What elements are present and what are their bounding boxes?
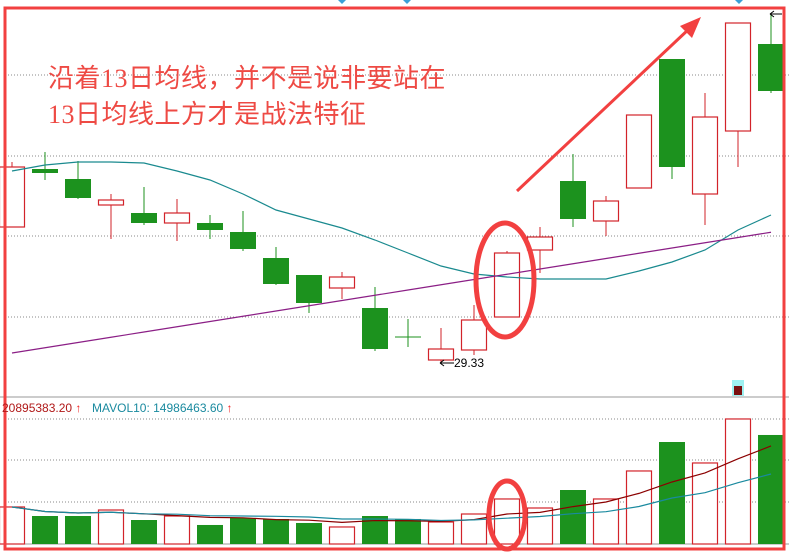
candle-body xyxy=(32,169,58,173)
candle-body xyxy=(659,59,685,167)
candle xyxy=(758,13,784,93)
candle xyxy=(460,305,488,355)
candle-body xyxy=(691,116,719,195)
candle-body xyxy=(328,276,356,289)
ma-long-line xyxy=(11,231,772,354)
candle-body xyxy=(197,223,223,230)
volume-bar xyxy=(263,518,289,544)
candle xyxy=(362,287,388,351)
candle xyxy=(328,272,356,299)
high-pointer-icon xyxy=(769,10,782,18)
marker-icon xyxy=(338,0,346,4)
candle-body xyxy=(263,258,289,284)
top-markers xyxy=(338,0,743,4)
corner-icon-glyph xyxy=(734,386,742,395)
candle-body xyxy=(65,179,91,198)
candle xyxy=(131,187,157,225)
volume-bar xyxy=(758,434,784,544)
candle xyxy=(97,194,125,239)
volume-bar xyxy=(691,462,719,545)
volume-bar xyxy=(592,498,620,545)
up-arrow-icon: ↑ xyxy=(72,401,82,415)
candle-body xyxy=(758,44,784,91)
mavol10-line xyxy=(11,473,772,522)
volume-bar xyxy=(197,524,223,544)
mavol10-label: MAVOL10: 14986463.60 ↑ xyxy=(92,401,233,415)
ma13-line xyxy=(11,161,772,280)
highlight-frame xyxy=(3,6,786,551)
volume-bar xyxy=(230,518,256,544)
candle xyxy=(296,275,322,313)
volume-bar xyxy=(32,516,58,544)
volume-bar xyxy=(427,521,455,545)
candle xyxy=(263,247,289,285)
candle-body xyxy=(724,22,752,132)
candle xyxy=(724,22,752,167)
candle xyxy=(395,319,421,347)
marker-icon xyxy=(735,0,743,4)
candle xyxy=(592,196,620,236)
candle-body xyxy=(560,181,586,219)
mavol10-value: MAVOL10: 14986463.60 xyxy=(92,401,224,415)
volume-bar xyxy=(395,518,421,544)
candle xyxy=(493,251,521,318)
volume-bar xyxy=(65,516,91,544)
volume-bar xyxy=(131,520,157,544)
candle xyxy=(32,152,58,180)
candle-body xyxy=(427,348,455,361)
volume-bar xyxy=(526,507,554,545)
volume-bar xyxy=(560,490,586,544)
candle xyxy=(427,328,455,362)
candle xyxy=(197,215,223,239)
candle-body xyxy=(625,114,653,189)
candle-body xyxy=(97,199,125,206)
volume-bar xyxy=(97,509,125,545)
volume-bar xyxy=(724,418,752,545)
candle xyxy=(526,227,554,273)
volume-bar xyxy=(328,526,356,545)
candle-body xyxy=(230,232,256,249)
highlight-circle-volume xyxy=(486,478,528,552)
volume-bar xyxy=(163,515,191,545)
trend-arrow-icon xyxy=(515,17,701,193)
candle xyxy=(560,154,586,227)
up-arrow-icon: ↑ xyxy=(223,401,233,415)
volume-bar xyxy=(659,442,685,544)
marker-icon xyxy=(403,0,411,4)
candle xyxy=(691,93,719,225)
low-price-label: 29.33 xyxy=(454,356,485,370)
candle xyxy=(163,199,191,241)
candle-body xyxy=(592,200,620,222)
annotation-line-1: 沿着13日均线，并不是说非要站在 xyxy=(48,64,447,93)
volume-bar xyxy=(296,522,322,544)
candle-body xyxy=(131,213,157,223)
low-pointer-icon xyxy=(439,359,454,367)
mavol5-label: 20895383.20 ↑ xyxy=(2,401,81,415)
candle-body xyxy=(163,212,191,224)
annotation-line-2: 13日均线上方才是战法特征 xyxy=(48,100,367,129)
candle-body xyxy=(460,319,488,351)
candle xyxy=(659,59,685,179)
mavol5-value: 20895383.20 xyxy=(2,401,73,415)
candle-body xyxy=(493,252,521,318)
candle-body xyxy=(362,308,388,349)
candle-body xyxy=(296,275,322,303)
mavol5-line xyxy=(11,445,772,523)
candle xyxy=(65,161,91,199)
volume-bar xyxy=(493,498,521,545)
candle xyxy=(625,114,653,189)
candle xyxy=(230,211,256,251)
highlight-circle-candle xyxy=(473,220,537,340)
